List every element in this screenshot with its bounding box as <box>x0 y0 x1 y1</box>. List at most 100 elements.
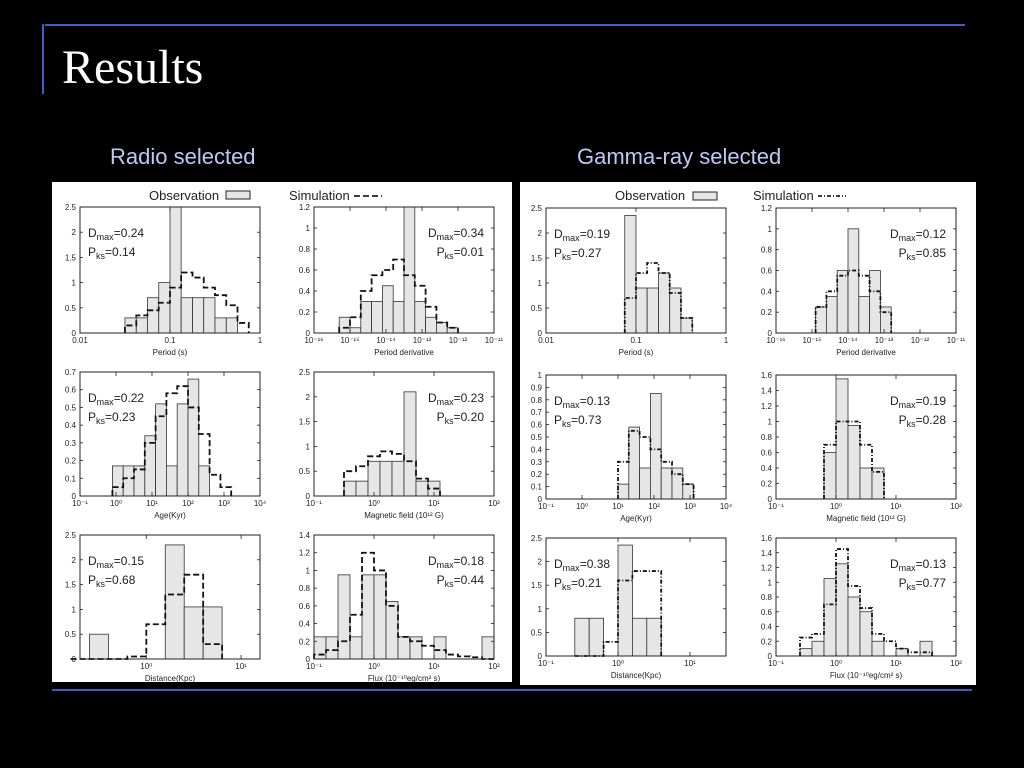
x-axis-label: Period (s) <box>619 348 654 357</box>
gamma-ray-selected-figure: Observation Simulation 00.511.522.50.01 0… <box>531 188 966 680</box>
x-tick-label: 10⁻¹ <box>306 499 322 508</box>
observation-bar <box>203 297 216 334</box>
observation-bar <box>391 460 405 497</box>
simulation-line <box>111 385 233 496</box>
pks-label: Pks=0.14 <box>88 245 136 261</box>
observation-bar <box>379 460 393 497</box>
observation-bar <box>435 322 448 334</box>
observation-bar <box>658 272 671 334</box>
observation-bar <box>414 301 426 334</box>
observation-bar <box>225 317 238 334</box>
pks-label: Pks=0.20 <box>437 410 485 426</box>
pks-label: Pks=0.21 <box>554 576 602 592</box>
observation-bar <box>409 636 423 660</box>
slide-title: Results <box>62 41 204 94</box>
top-rule <box>45 24 965 26</box>
x-tick-label: 10⁻¹³ <box>413 336 432 345</box>
x-tick-label: 10⁰ <box>830 502 842 511</box>
observation-bar <box>895 648 909 657</box>
y-tick-label: 0.2 <box>65 457 77 466</box>
y-tick-label: 0.4 <box>761 287 773 296</box>
observation-bar <box>624 215 637 334</box>
x-axis-label: Magnetic field (10¹² G) <box>826 514 906 523</box>
observation-bar <box>133 465 146 497</box>
histogram-chart: 0 0.2 0.4 0.6 0.8 1 1.2 10⁻¹⁶ 10⁻¹⁵ 10⁻¹⁴ 10⁻¹³ 10⁻… <box>299 203 504 357</box>
y-tick-label: 0.7 <box>531 408 543 417</box>
observation-bar <box>433 636 447 660</box>
y-tick-label: 0.2 <box>299 308 311 317</box>
x-tick-label: 0.1 <box>630 336 642 345</box>
observation-bar <box>381 285 394 334</box>
x-tick-label: 10⁻¹ <box>538 502 554 511</box>
y-tick-label: 0.4 <box>299 620 311 629</box>
x-tick-label: 10⁻¹ <box>306 662 322 671</box>
y-tick-label: 1 <box>538 371 543 380</box>
observation-bar <box>639 467 651 500</box>
observation-bar <box>192 297 205 334</box>
x-tick-label: 10³ <box>684 502 696 511</box>
x-tick-label: 10³ <box>218 499 230 508</box>
y-tick-label: 0.8 <box>761 433 773 442</box>
dmax-label: Dmax=0.13 <box>554 394 610 410</box>
simulation-line <box>338 258 459 333</box>
observation-bar <box>815 306 827 334</box>
legend-simulation-label: Simulation <box>289 188 350 203</box>
observation-bar <box>355 480 369 497</box>
observation-bar <box>847 228 860 334</box>
y-tick-label: 0.2 <box>761 637 773 646</box>
y-tick-label: 0.5 <box>531 628 543 637</box>
y-tick-label: 0.6 <box>299 266 311 275</box>
observation-bar <box>588 617 604 657</box>
observation-bar <box>799 648 813 657</box>
x-tick-label: 10² <box>648 502 660 511</box>
observation-bar <box>158 282 171 334</box>
simulation-line <box>623 262 694 333</box>
observation-bar <box>669 287 682 334</box>
y-tick-label: 1 <box>768 418 773 427</box>
y-tick-label: 0 <box>768 495 773 504</box>
y-tick-label: 2.5 <box>531 534 543 543</box>
y-tick-label: 0 <box>306 655 311 664</box>
observation-bar <box>858 296 870 334</box>
x-axis-label: Age(Kyr) <box>620 514 652 523</box>
y-tick-label: 2.5 <box>65 203 77 212</box>
simulation-line <box>617 429 695 499</box>
y-tick-label: 0.5 <box>65 304 77 313</box>
y-tick-label: 2 <box>72 228 77 237</box>
observation-bar <box>835 563 849 657</box>
pks-label: Pks=0.85 <box>899 246 947 262</box>
x-tick-label: 10⁴ <box>254 499 267 508</box>
x-tick-label: 10¹ <box>890 659 902 668</box>
x-tick-label: 10¹ <box>428 662 440 671</box>
dmax-label: Dmax=0.18 <box>428 554 484 570</box>
x-axis-label: Flux (10⁻¹⁰eg/cm² s) <box>830 671 903 680</box>
pks-label: Pks=0.44 <box>437 573 485 589</box>
x-tick-label: 10⁻¹⁶ <box>304 336 323 345</box>
y-tick-label: 0 <box>538 329 543 338</box>
x-tick-label: 10⁰ <box>368 499 380 508</box>
observation-bar <box>835 378 849 500</box>
simulation-line <box>124 271 250 333</box>
x-tick-label: 10² <box>950 502 962 511</box>
x-tick-label: 10⁻¹ <box>768 659 784 668</box>
legend: Observation Simulation <box>615 188 846 203</box>
x-tick-label: 10⁻¹ <box>72 499 88 508</box>
y-tick-label: 1 <box>306 566 311 575</box>
x-tick-label: 0.01 <box>538 336 554 345</box>
observation-bar <box>403 206 416 334</box>
x-tick-label: 10⁻¹³ <box>875 336 894 345</box>
y-tick-label: 1.2 <box>761 204 773 213</box>
observation-bar <box>122 465 135 497</box>
observation-bar <box>155 403 167 497</box>
x-tick-label: 10⁻¹⁴ <box>838 336 858 345</box>
y-tick-label: 1.4 <box>761 387 773 396</box>
y-tick-label: 1.4 <box>761 549 773 558</box>
legend-observation-label: Observation <box>149 188 219 203</box>
left-rule <box>42 24 44 94</box>
y-tick-label: 0.4 <box>761 464 773 473</box>
y-tick-label: 0 <box>768 652 773 661</box>
y-tick-label: 1.5 <box>299 418 311 427</box>
histogram-chart: 0 0.2 0.4 0.6 0.8 1 1.2 1.4 10⁻¹ 10⁰ 10¹ 10² Flux (1… <box>299 531 500 682</box>
observation-bar <box>823 452 837 500</box>
observation-bar <box>349 327 362 334</box>
